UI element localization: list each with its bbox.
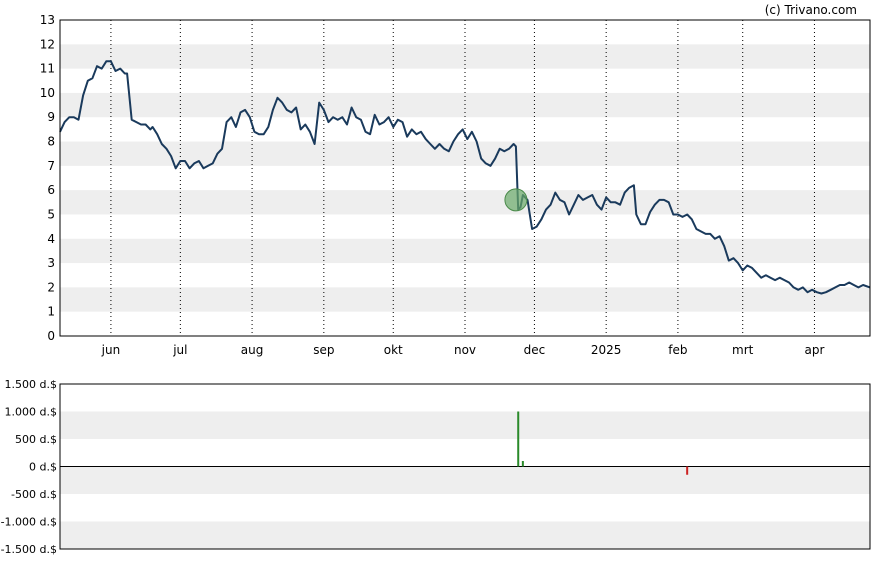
price-panel-frame [59,19,871,337]
volume-band [60,521,870,549]
volume-bar [686,466,689,475]
y-tick-label: 0 [47,329,55,343]
y-tick-label: 1 [47,305,55,319]
y-tick-label: 11 [40,62,55,76]
credit-label: (c) Trivano.com [765,3,857,17]
volume-y-tick-label: -1.500 d.$ [1,543,57,556]
volume-bar [517,411,520,467]
volume-y-tick-label: 500 d.$ [15,433,57,446]
y-tick-label: 4 [47,232,55,246]
price-band [60,190,870,215]
volume-bar [521,461,524,467]
x-tick-label: jun [101,343,121,357]
y-tick-label: 2 [47,280,55,294]
y-tick-label: 10 [40,86,55,100]
volume-band [60,466,870,494]
x-tick-label: feb [668,343,687,357]
volume-panel-frame [59,383,871,550]
price-x-axis: jun jul aug sep okt nov dec 2025 feb mrt apr [101,343,825,357]
volume-bars [517,411,689,475]
price-band [60,287,870,312]
price-event-marker [504,188,528,212]
volume-panel-bands [60,384,870,549]
y-tick-label: 7 [47,159,55,173]
x-tick-label: nov [454,343,476,357]
x-tick-label: sep [313,343,334,357]
volume-y-axis: 1.500 d.$ 1.000 d.$ 500 d.$ 0 d.$ -500 d.$ -1… [1,378,57,556]
volume-y-tick-label: -500 d.$ [11,488,57,501]
x-tick-label: dec [524,343,546,357]
x-tick-label: jul [172,343,187,357]
y-tick-label: 3 [47,256,55,270]
x-tick-label: 2025 [591,343,622,357]
x-tick-label: apr [805,343,825,357]
price-line [59,60,871,295]
volume-y-tick-label: 1.000 d.$ [5,406,57,419]
price-panel-grid [110,20,815,336]
y-tick-label: 8 [47,135,55,149]
volume-y-tick-label: -1.000 d.$ [1,516,57,529]
y-tick-label: 12 [40,37,55,51]
volume-band [60,384,870,412]
volume-band [60,411,870,439]
y-tick-label: 6 [47,183,55,197]
y-tick-label: 9 [47,110,55,124]
volume-y-tick-label: 1.500 d.$ [5,378,57,391]
volume-y-tick-label: 0 d.$ [29,461,57,474]
x-tick-label: mrt [732,343,754,357]
price-band [60,238,870,264]
x-tick-label: aug [241,343,264,357]
y-tick-label: 5 [47,207,55,221]
y-tick-label: 13 [40,13,55,27]
x-tick-label: okt [384,343,403,357]
price-band [60,141,870,166]
